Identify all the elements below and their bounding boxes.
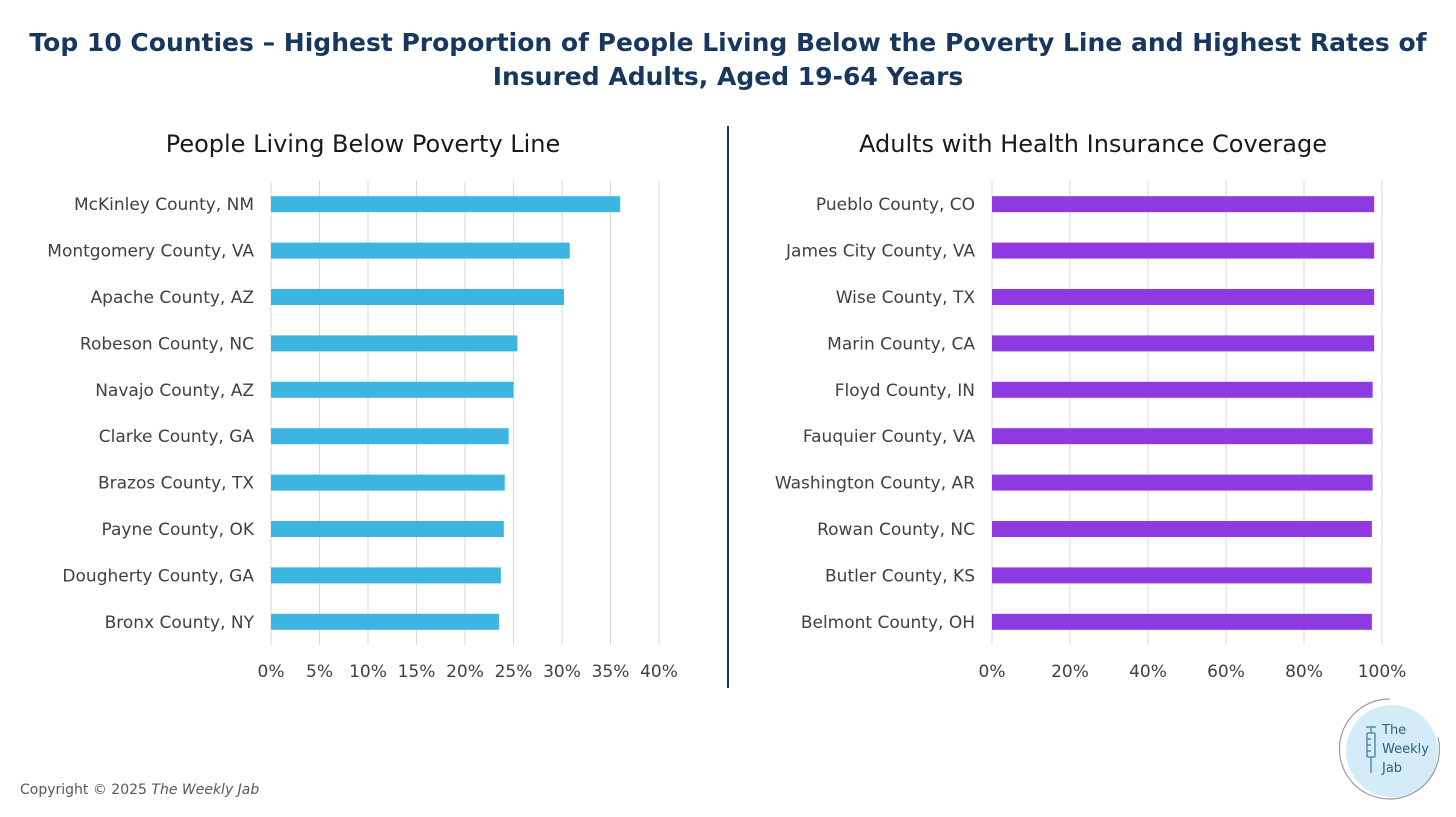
x-tick-label: 100% <box>1358 662 1407 682</box>
logo-line-2: Weekly <box>1382 742 1429 757</box>
category-label: Dougherty County, GA <box>62 566 254 586</box>
logo-line-3: Jab <box>1382 761 1403 776</box>
bar <box>271 381 514 398</box>
bar <box>271 196 621 213</box>
copyright: Copyright © 2025 The Weekly Jab <box>20 782 259 798</box>
bar <box>992 521 1372 537</box>
copyright-prefix: Copyright © 2025 <box>20 782 152 798</box>
chart-title: Adults with Health Insurance Coverage <box>859 130 1327 158</box>
category-label: Bronx County, NY <box>105 613 255 633</box>
category-label: Robeson County, NC <box>80 334 254 354</box>
x-tick-label: 15% <box>398 662 436 682</box>
bar <box>992 428 1373 445</box>
bar <box>992 335 1375 352</box>
logo-ring <box>1338 698 1441 800</box>
copyright-brand: The Weekly Jab <box>151 782 260 798</box>
category-label: Washington County, AR <box>775 474 975 494</box>
bar <box>271 521 504 537</box>
bar <box>992 567 1372 584</box>
category-label: Brazos County, TX <box>98 474 254 494</box>
syringe-icon <box>1366 726 1376 773</box>
bar <box>271 428 509 445</box>
bar <box>992 613 1372 630</box>
x-tick-label: 25% <box>495 662 533 682</box>
category-label: Fauquier County, VA <box>803 427 975 447</box>
category-label: Rowan County, NC <box>817 520 975 540</box>
category-label: Wise County, TX <box>836 288 976 308</box>
x-tick-label: 0% <box>979 662 1006 682</box>
category-label: McKinley County, NM <box>74 195 254 215</box>
category-label: Payne County, OK <box>102 520 255 540</box>
category-label: Belmont County, OH <box>801 613 975 633</box>
category-label: Apache County, AZ <box>91 288 254 308</box>
category-label: Floyd County, IN <box>835 381 975 401</box>
category-label: James City County, VA <box>785 242 975 262</box>
bar <box>271 474 505 491</box>
x-tick-label: 40% <box>1129 662 1167 682</box>
bar <box>271 613 499 630</box>
logo-text: The Weekly Jab <box>1382 721 1429 778</box>
x-tick-label: 30% <box>543 662 581 682</box>
category-label: Navajo County, AZ <box>95 381 254 401</box>
bar <box>271 242 570 259</box>
weekly-jab-logo: The Weekly Jab <box>1338 697 1442 801</box>
x-tick-label: 0% <box>258 662 285 682</box>
logo-badge <box>1338 698 1441 800</box>
bar <box>271 567 501 584</box>
x-tick-label: 60% <box>1207 662 1245 682</box>
bar <box>992 242 1375 259</box>
bar <box>992 196 1375 213</box>
category-label: Pueblo County, CO <box>816 195 975 215</box>
category-label: Butler County, KS <box>825 566 975 586</box>
category-label: Marin County, CA <box>827 334 975 354</box>
x-tick-label: 20% <box>446 662 484 682</box>
title-line-1: Top 10 Counties – Highest Proportion of … <box>29 28 1427 57</box>
logo-line-1: The <box>1382 723 1407 738</box>
x-tick-label: 40% <box>640 662 678 682</box>
insurance-chart: Adults with Health Insurance Coverage 0% 2… <box>775 130 1406 682</box>
x-tick-label: 35% <box>592 662 630 682</box>
x-tick-label: 5% <box>306 662 333 682</box>
x-tick-label: 20% <box>1051 662 1089 682</box>
bar <box>992 381 1373 398</box>
title-line-2: Insured Adults, Aged 19-64 Years <box>492 62 964 91</box>
bar <box>271 335 518 352</box>
category-label: Montgomery County, VA <box>47 242 254 262</box>
logo-circle <box>1346 705 1438 797</box>
bar <box>992 289 1375 305</box>
chart-title: People Living Below Poverty Line <box>166 130 561 158</box>
x-tick-label: 10% <box>349 662 387 682</box>
category-label: Clarke County, GA <box>99 427 255 447</box>
poverty-chart: People Living Below Poverty Line 0% 5% 10% 1… <box>47 130 678 682</box>
page-title: Top 10 Counties – Highest Proportion of … <box>0 26 1456 94</box>
bar <box>992 474 1373 491</box>
bar <box>271 289 564 305</box>
x-tick-label: 80% <box>1285 662 1323 682</box>
